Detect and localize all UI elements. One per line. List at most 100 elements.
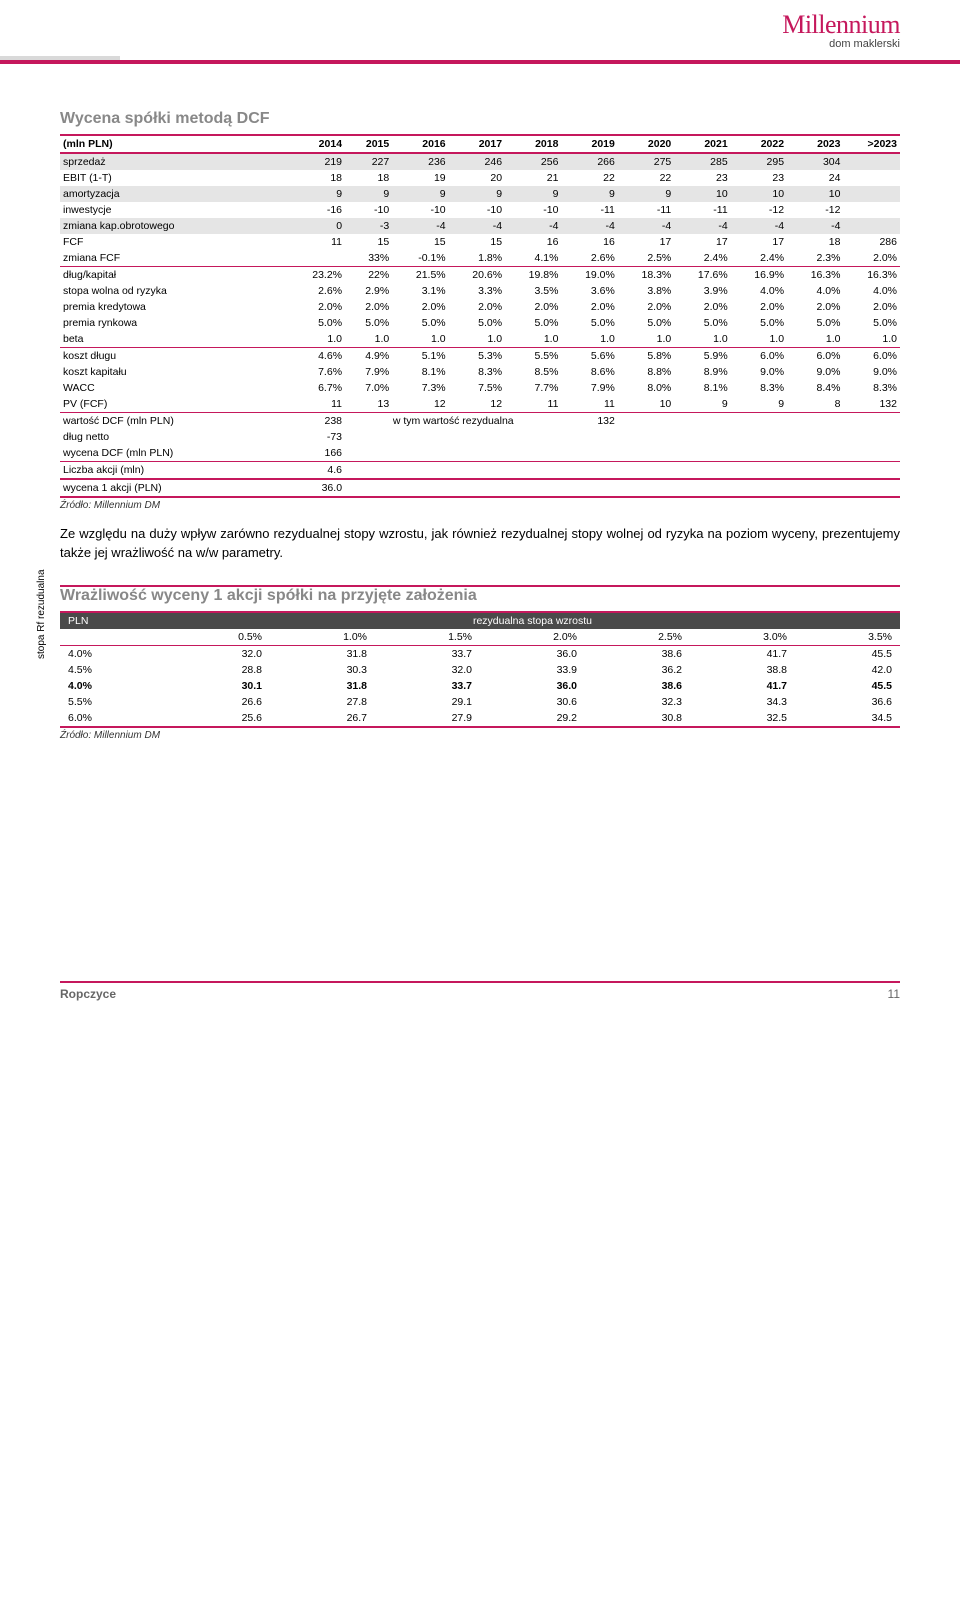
sens-title: Wrażliwość wyceny 1 akcji spółki na przy… (60, 585, 900, 605)
table-cell: 20.6% (449, 267, 505, 284)
table-cell: 31.8 (270, 678, 375, 694)
table-cell: 236 (392, 153, 448, 170)
dcf-col-header: 2018 (505, 135, 561, 153)
table-cell: 4.0% (731, 283, 787, 299)
table-cell: 1.0 (618, 331, 674, 348)
table-cell: 9 (561, 186, 617, 202)
table-cell: 8.1% (674, 380, 730, 396)
table-cell: 22 (618, 170, 674, 186)
table-cell: 8.3% (731, 380, 787, 396)
table-cell: -4 (505, 218, 561, 234)
dcf-col-header: 2014 (289, 135, 345, 153)
table-cell: -11 (561, 202, 617, 218)
sens-row-head: 6.0% (60, 710, 165, 727)
table-cell: 266 (561, 153, 617, 170)
sens-table: PLN rezydualna stopa wzrostu 0.5%1.0%1.5… (60, 611, 900, 728)
table-cell: 9.0% (787, 364, 843, 380)
table-cell: wartość DCF (mln PLN) (60, 413, 289, 430)
table-cell: 11 (289, 396, 345, 413)
table-cell (843, 186, 900, 202)
table-cell: 7.9% (345, 364, 392, 380)
table-cell: -3 (345, 218, 392, 234)
table-cell: 29.2 (480, 710, 585, 727)
table-cell: 5.0% (843, 315, 900, 331)
table-cell: 15 (345, 234, 392, 250)
table-cell: 0 (289, 218, 345, 234)
table-cell: 36.6 (795, 694, 900, 710)
dcf-table: (mln PLN)2014201520162017201820192020202… (60, 134, 900, 498)
table-cell: 227 (345, 153, 392, 170)
table-cell: -10 (449, 202, 505, 218)
table-cell: inwestycje (60, 202, 289, 218)
table-cell: 3.6% (561, 283, 617, 299)
table-cell: 2.0% (449, 299, 505, 315)
dcf-col-header: 2015 (345, 135, 392, 153)
table-cell: 20 (449, 170, 505, 186)
table-cell: 33.9 (480, 662, 585, 678)
table-cell: zmiana FCF (60, 250, 289, 267)
sens-col: 2.0% (480, 629, 585, 646)
table-cell: 132 (561, 413, 617, 430)
table-cell: 5.0% (505, 315, 561, 331)
table-cell: 5.0% (392, 315, 448, 331)
table-cell: -0.1% (392, 250, 448, 267)
table-cell: 2.0% (289, 299, 345, 315)
sens-col: 1.5% (375, 629, 480, 646)
table-cell: 5.9% (674, 348, 730, 365)
table-cell: 32.5 (690, 710, 795, 727)
table-cell: -4 (618, 218, 674, 234)
sens-row-head: 4.0% (60, 645, 165, 662)
table-cell: 6.0% (843, 348, 900, 365)
table-cell: 30.8 (585, 710, 690, 727)
table-cell: 10 (731, 186, 787, 202)
table-cell: 45.5 (795, 645, 900, 662)
table-cell: 36.0 (480, 678, 585, 694)
table-cell: 275 (618, 153, 674, 170)
table-cell: 34.3 (690, 694, 795, 710)
table-cell: 15 (392, 234, 448, 250)
table-cell: 1.0 (392, 331, 448, 348)
table-cell: 8.3% (449, 364, 505, 380)
table-cell: 1.0 (505, 331, 561, 348)
table-cell: 38.6 (585, 645, 690, 662)
table-cell: 9 (674, 396, 730, 413)
sens-col: 2.5% (585, 629, 690, 646)
table-cell: 34.5 (795, 710, 900, 727)
table-cell: 23 (674, 170, 730, 186)
table-cell: 3.1% (392, 283, 448, 299)
table-cell: 36.0 (289, 479, 345, 497)
table-cell: -4 (674, 218, 730, 234)
table-cell: amortyzacja (60, 186, 289, 202)
footer-left: Ropczyce (60, 987, 116, 1001)
table-cell: 27.9 (375, 710, 480, 727)
table-cell: -4 (731, 218, 787, 234)
table-cell: 17 (731, 234, 787, 250)
dcf-col-header: 2020 (618, 135, 674, 153)
table-cell: 8.6% (561, 364, 617, 380)
table-cell: 18 (345, 170, 392, 186)
table-cell: 7.5% (449, 380, 505, 396)
table-cell: 9 (731, 396, 787, 413)
table-cell: 5.0% (561, 315, 617, 331)
table-cell: 1.8% (449, 250, 505, 267)
table-cell: beta (60, 331, 289, 348)
table-cell: -10 (505, 202, 561, 218)
table-cell: 9 (289, 186, 345, 202)
table-cell: 11 (289, 234, 345, 250)
table-cell: 31.8 (270, 645, 375, 662)
table-cell: wycena 1 akcji (PLN) (60, 479, 289, 497)
table-cell: 22% (345, 267, 392, 284)
table-cell: 12 (449, 396, 505, 413)
table-cell: koszt długu (60, 348, 289, 365)
table-cell: 30.1 (165, 678, 270, 694)
table-cell: 2.9% (345, 283, 392, 299)
table-cell: 27.8 (270, 694, 375, 710)
table-cell: 3.9% (674, 283, 730, 299)
table-cell: -10 (345, 202, 392, 218)
table-cell: 16.9% (731, 267, 787, 284)
table-cell: 9.0% (843, 364, 900, 380)
table-cell: 2.6% (561, 250, 617, 267)
table-cell: zmiana kap.obrotowego (60, 218, 289, 234)
table-cell: 166 (289, 445, 345, 462)
table-cell: 7.0% (345, 380, 392, 396)
